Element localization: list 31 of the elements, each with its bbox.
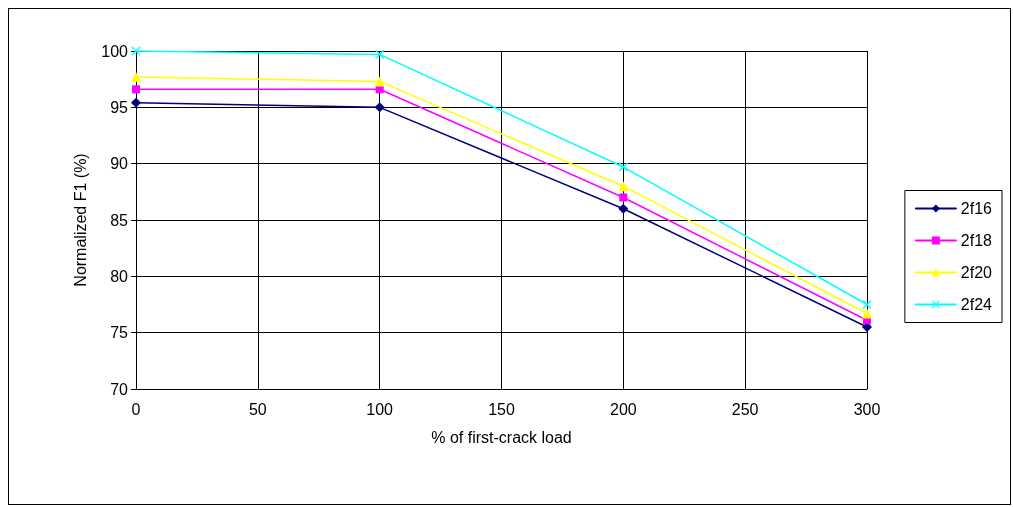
- y-tick-label: 90: [110, 155, 129, 173]
- legend-label: 2f16: [960, 200, 993, 217]
- point: [618, 162, 628, 172]
- point: [131, 97, 141, 108]
- legend-label: 2f24: [960, 296, 993, 313]
- legend-label: 2f20: [960, 264, 993, 281]
- x-tick-label: 50: [248, 400, 267, 418]
- x-axis-title: % of first-crack load: [431, 428, 572, 446]
- point: [618, 203, 629, 214]
- x-tick-label: 250: [731, 400, 759, 418]
- y-tick-label: 70: [110, 380, 129, 398]
- y-tick-label: 75: [110, 324, 129, 342]
- x-tick-label: 0: [131, 400, 141, 418]
- point: [862, 300, 872, 309]
- point: [618, 181, 629, 192]
- point: [131, 71, 141, 82]
- y-tick-label: 85: [110, 211, 129, 229]
- y-tick-label: 100: [101, 42, 129, 60]
- legend-label: 2f18: [960, 232, 993, 249]
- x-tick-label: 300: [853, 400, 881, 418]
- y-tick-label: 80: [110, 267, 129, 285]
- point: [374, 76, 385, 87]
- point: [619, 193, 628, 202]
- y-tick-label: 95: [110, 98, 129, 116]
- point: [374, 102, 385, 113]
- point: [132, 85, 140, 94]
- y-axis-title: Normalized F1 (%): [71, 153, 89, 287]
- x-tick-label: 200: [609, 400, 637, 418]
- point: [862, 308, 872, 319]
- x-tick-label: 100: [366, 400, 394, 418]
- x-tick-label: 150: [488, 400, 515, 418]
